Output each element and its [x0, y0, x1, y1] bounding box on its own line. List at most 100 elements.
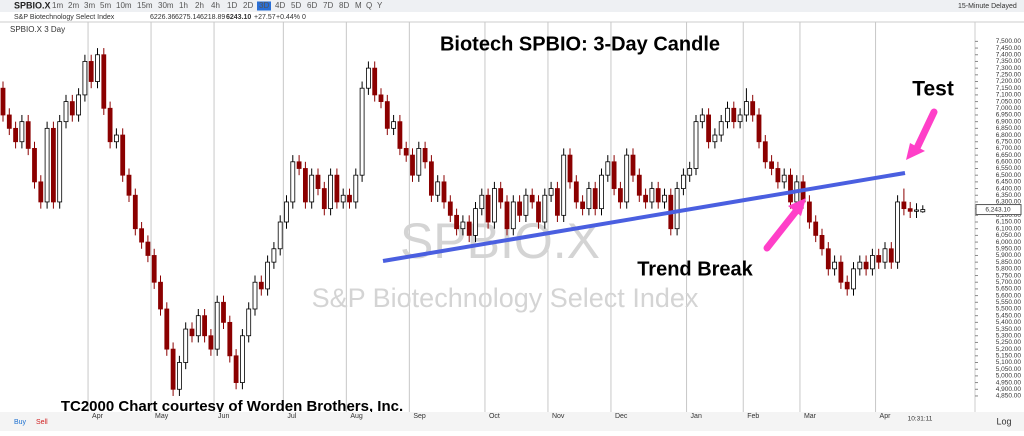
candle-body [473, 208, 478, 236]
y-tick-label: 5,950.00 [996, 245, 1022, 252]
y-tick-label: 5,250.00 [996, 339, 1022, 346]
y-tick-label: 5,550.00 [996, 299, 1022, 306]
candle-body [706, 114, 711, 143]
candle-body [517, 201, 522, 216]
candle-body [328, 174, 334, 210]
candle-body [655, 188, 661, 203]
candle-body [504, 201, 510, 230]
candle-body [536, 201, 541, 223]
interval[interactable]: 8D [339, 1, 349, 10]
candle-body [120, 134, 126, 176]
candle-body [485, 194, 491, 223]
candle-body [221, 301, 226, 323]
candle-body [662, 194, 667, 203]
candle-body [347, 194, 352, 203]
candle-body [781, 174, 787, 183]
candle-body [195, 315, 201, 337]
symbol[interactable]: SPBIO.X [14, 0, 51, 10]
interval[interactable]: 6D [307, 1, 317, 10]
interval[interactable]: 7D [323, 1, 333, 10]
interval[interactable]: 2m [68, 1, 79, 10]
interval[interactable]: M [355, 1, 362, 10]
sell-button[interactable]: Sell [36, 419, 48, 426]
candle-body [189, 328, 195, 337]
candle-body [170, 348, 176, 390]
candle-body [762, 141, 768, 163]
y-tick-label: 5,500.00 [996, 306, 1022, 313]
candle-body [863, 261, 869, 270]
candle-body [555, 188, 560, 216]
arrow-head [906, 143, 925, 160]
buy-button[interactable]: Buy [14, 419, 27, 426]
interval[interactable]: 1D [227, 1, 237, 10]
interval-active [257, 1, 271, 11]
interval[interactable]: 2D [243, 1, 253, 10]
x-tick-label: Jul [287, 413, 296, 420]
interval[interactable]: 30m [158, 1, 174, 10]
y-tick-label: 7,100.00 [996, 92, 1022, 99]
last-price-label: 6,243.10 [985, 206, 1011, 213]
interval[interactable]: 4h [211, 1, 220, 10]
interval[interactable]: Q [366, 1, 372, 10]
interval[interactable]: 3m [84, 1, 95, 10]
candle-body [807, 201, 812, 223]
interval[interactable]: 2h [195, 1, 204, 10]
log-toggle[interactable]: Log [996, 416, 1011, 426]
y-tick-label: 7,200.00 [996, 78, 1022, 85]
candle-body [681, 174, 686, 189]
candle-body [750, 101, 756, 116]
candle-body [813, 221, 819, 236]
y-tick-label: 6,950.00 [996, 112, 1022, 119]
candle-body [630, 154, 636, 176]
candle-body [227, 321, 233, 357]
candle-body [523, 194, 529, 216]
candle-body [252, 281, 258, 310]
y-tick-label: 6,900.00 [996, 118, 1022, 125]
candle-body [712, 134, 718, 143]
footer [0, 412, 1024, 431]
y-tick-label: 7,000.00 [996, 105, 1022, 112]
interval[interactable]: 4D [275, 1, 285, 10]
candle-body [687, 168, 693, 176]
x-tick-label: Dec [615, 413, 628, 420]
candle-body [25, 121, 31, 149]
info-open: 6226.36 [150, 14, 175, 21]
y-tick-label: 6,450.00 [996, 179, 1022, 186]
interval[interactable]: 5m [100, 1, 111, 10]
candle-body [391, 121, 397, 129]
candle-body [403, 148, 409, 156]
candle-body [397, 121, 403, 149]
y-tick-label: 5,000.00 [996, 373, 1022, 380]
interval[interactable]: 1h [179, 1, 188, 10]
watermark-name: S&P Biotechnology Select Index [312, 283, 699, 313]
candle-body [57, 121, 63, 203]
info-name: S&P Biotechnology Select Index [14, 14, 115, 21]
annotation: Test [912, 78, 954, 101]
interval[interactable]: 1m [52, 1, 63, 10]
candle-body [901, 201, 907, 210]
interval[interactable]: Y [377, 1, 383, 10]
candle-body [832, 261, 837, 270]
y-tick-label: 7,500.00 [996, 38, 1022, 45]
info-change-pct: +0.44% [276, 14, 300, 21]
y-tick-label: 6,750.00 [996, 138, 1022, 145]
x-tick-label: Apr [880, 413, 892, 420]
interval[interactable]: 5D [291, 1, 301, 10]
candle-body [529, 194, 535, 203]
candle-body [101, 54, 107, 109]
interval[interactable]: 15m [137, 1, 153, 10]
candle-body [365, 67, 371, 89]
candle-body [384, 101, 390, 129]
candle-body [233, 355, 239, 383]
candle-body [888, 248, 894, 263]
candle-body [674, 188, 680, 230]
y-tick-label: 4,900.00 [996, 386, 1022, 393]
candle-body [422, 148, 428, 163]
interval[interactable]: 10m [116, 1, 132, 10]
y-tick-label: 6,650.00 [996, 152, 1022, 159]
candle-body [643, 194, 648, 203]
candle-body [0, 87, 6, 116]
candle-body [586, 188, 592, 210]
interval[interactable]: 3D [259, 1, 269, 10]
